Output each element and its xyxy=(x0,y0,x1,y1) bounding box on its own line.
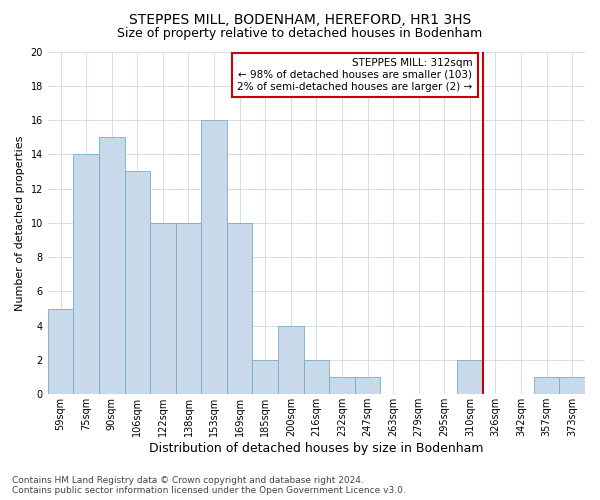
Text: STEPPES MILL: 312sqm
← 98% of detached houses are smaller (103)
2% of semi-detac: STEPPES MILL: 312sqm ← 98% of detached h… xyxy=(237,58,472,92)
Bar xyxy=(559,377,585,394)
Bar xyxy=(150,223,176,394)
Bar xyxy=(73,154,99,394)
Bar xyxy=(457,360,482,394)
Bar xyxy=(304,360,329,394)
Bar xyxy=(99,137,125,394)
Bar xyxy=(329,377,355,394)
Text: Contains HM Land Registry data © Crown copyright and database right 2024.
Contai: Contains HM Land Registry data © Crown c… xyxy=(12,476,406,495)
Bar xyxy=(355,377,380,394)
Bar xyxy=(125,172,150,394)
Bar xyxy=(227,223,253,394)
Y-axis label: Number of detached properties: Number of detached properties xyxy=(15,135,25,310)
Bar xyxy=(534,377,559,394)
Bar xyxy=(48,308,73,394)
X-axis label: Distribution of detached houses by size in Bodenham: Distribution of detached houses by size … xyxy=(149,442,484,455)
Text: STEPPES MILL, BODENHAM, HEREFORD, HR1 3HS: STEPPES MILL, BODENHAM, HEREFORD, HR1 3H… xyxy=(129,12,471,26)
Bar xyxy=(278,326,304,394)
Bar xyxy=(201,120,227,394)
Bar xyxy=(253,360,278,394)
Bar xyxy=(176,223,201,394)
Text: Size of property relative to detached houses in Bodenham: Size of property relative to detached ho… xyxy=(118,28,482,40)
